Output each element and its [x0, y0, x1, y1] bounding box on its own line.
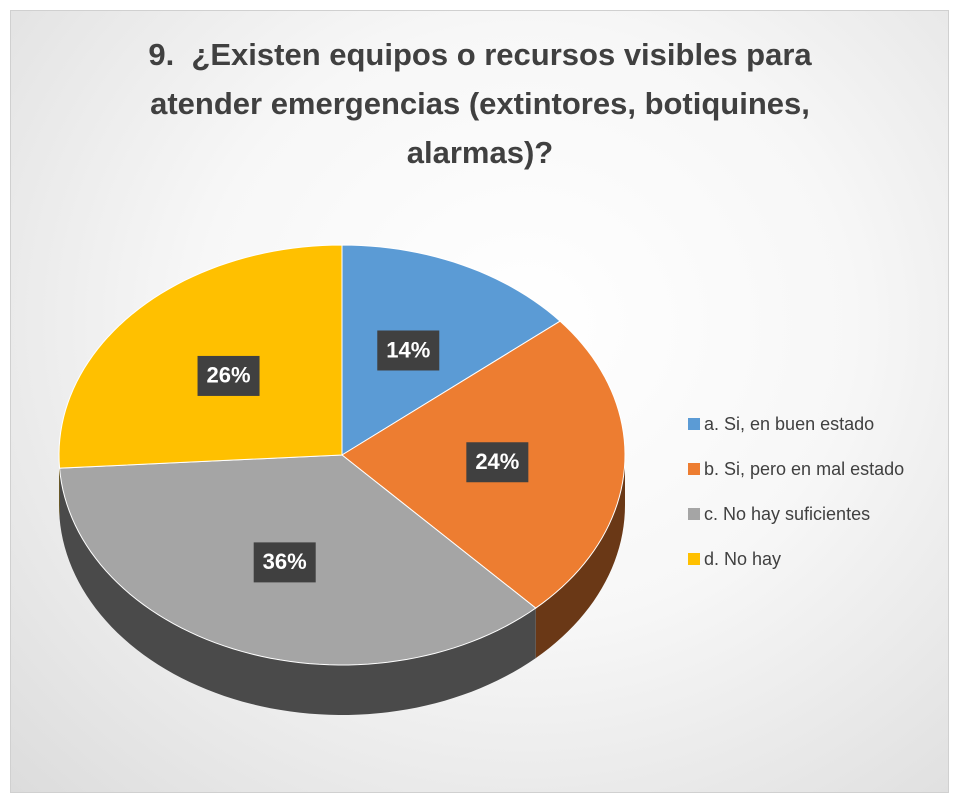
legend-label: d. No hay	[704, 549, 781, 569]
legend-label: a. Si, en buen estado	[704, 414, 874, 434]
data-label: 36%	[263, 549, 307, 574]
data-label-box	[253, 542, 316, 583]
data-label-box	[466, 442, 529, 483]
legend-swatch	[688, 463, 700, 475]
slice-side	[59, 468, 536, 715]
legend-swatch	[688, 553, 700, 565]
legend-swatch	[688, 418, 700, 430]
slice-side	[535, 455, 625, 659]
slice	[341, 244, 561, 456]
legend-label: c. No hay suficientes	[704, 504, 870, 524]
legend-label: b. Si, pero en mal estado	[704, 459, 904, 479]
chart-title: 9. ¿Existen equipos o recursos visibles …	[148, 37, 821, 170]
data-label: 26%	[207, 363, 251, 388]
data-label: 14%	[386, 337, 430, 362]
data-label-box	[197, 355, 260, 396]
legend-swatch	[688, 508, 700, 520]
data-label: 24%	[475, 449, 519, 474]
data-label-box	[377, 330, 440, 371]
